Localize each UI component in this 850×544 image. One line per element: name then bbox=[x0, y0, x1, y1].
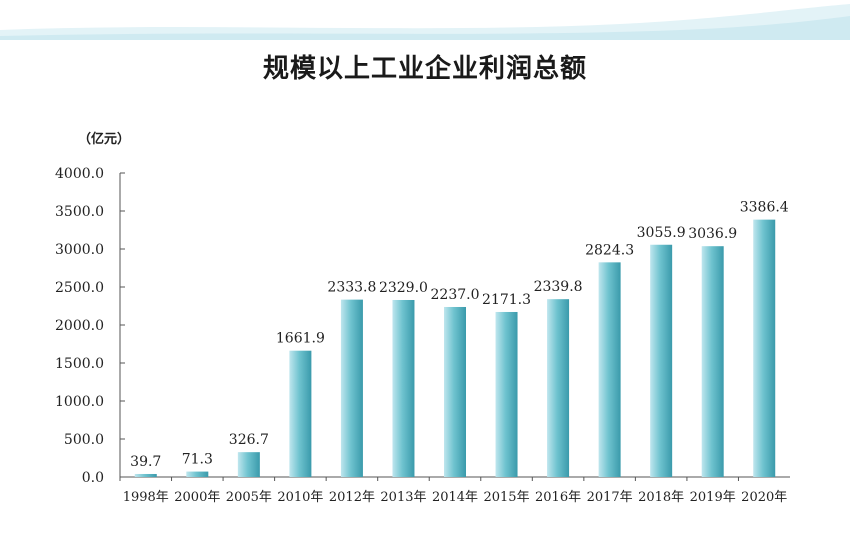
bar bbox=[650, 244, 673, 477]
y-tick-labels: 0.0 500.0 1000.0 1500.0 2000.0 2500.0 3000.0 35… bbox=[55, 166, 104, 486]
x-tick-label: 2014年 bbox=[432, 490, 478, 505]
y-tick-label: 1000.0 bbox=[55, 394, 104, 410]
data-label: 2329.0 bbox=[379, 280, 428, 296]
bar bbox=[392, 299, 415, 477]
data-label: 3386.4 bbox=[740, 200, 789, 216]
bar bbox=[547, 299, 570, 477]
x-tick-label: 2013年 bbox=[380, 490, 426, 505]
data-label: 2171.3 bbox=[482, 292, 531, 308]
x-tick-label: 2019年 bbox=[690, 490, 736, 505]
data-label: 2333.8 bbox=[327, 280, 376, 296]
x-tick-label: 2017年 bbox=[587, 490, 633, 505]
bar bbox=[701, 246, 724, 477]
chart-title: 规模以上工业企业利润总额 bbox=[262, 54, 587, 84]
y-tick-label: 2500.0 bbox=[55, 280, 104, 296]
bar bbox=[444, 306, 466, 477]
y-tick-label: 2000.0 bbox=[55, 318, 104, 334]
y-tick-label: 0.0 bbox=[82, 470, 104, 486]
x-tick-label: 2020年 bbox=[741, 490, 787, 505]
data-label: 2237.0 bbox=[431, 287, 480, 303]
x-tick-labels: 1998年 2000年 2005年 2010年 2012年 2013年 2014年 2015年… bbox=[123, 490, 788, 505]
data-label: 71.3 bbox=[182, 452, 213, 468]
y-tick-label: 1500.0 bbox=[55, 356, 104, 372]
y-tick-label: 4000.0 bbox=[55, 166, 104, 182]
value-labels: 39.7 71.3 326.7 1661.9 2333.8 2329.0 2237.0 217… bbox=[130, 200, 789, 470]
x-tick-label: 2016年 bbox=[535, 490, 581, 505]
bar bbox=[753, 219, 776, 477]
x-tick-label: 2005年 bbox=[226, 490, 272, 505]
bar bbox=[237, 452, 260, 477]
x-tick-label: 2010年 bbox=[277, 490, 323, 505]
data-label: 326.7 bbox=[229, 432, 269, 448]
data-label: 2339.8 bbox=[534, 279, 583, 295]
x-tick-label: 2000年 bbox=[174, 490, 220, 505]
bar bbox=[134, 473, 157, 477]
bars bbox=[134, 219, 776, 477]
y-axis-unit-label: （亿元） bbox=[78, 132, 131, 147]
x-tick-label: 2018年 bbox=[638, 490, 684, 505]
bar bbox=[186, 471, 209, 477]
x-tick-label: 1998年 bbox=[123, 490, 169, 505]
x-tick-label: 2015年 bbox=[483, 490, 529, 505]
data-label: 3036.9 bbox=[688, 226, 737, 242]
decorative-wave bbox=[0, 4, 850, 40]
y-tick-label: 3000.0 bbox=[55, 242, 104, 258]
y-tick-label: 500.0 bbox=[64, 432, 104, 448]
y-tick-label: 3500.0 bbox=[55, 204, 104, 220]
data-label: 2824.3 bbox=[585, 242, 634, 258]
x-tick-label: 2012年 bbox=[329, 490, 375, 505]
bar bbox=[289, 350, 312, 477]
bar bbox=[340, 299, 363, 477]
bar bbox=[495, 311, 518, 477]
data-label: 39.7 bbox=[130, 454, 161, 470]
bar bbox=[598, 262, 621, 477]
data-label: 1661.9 bbox=[276, 331, 325, 347]
data-label: 3055.9 bbox=[637, 225, 686, 241]
